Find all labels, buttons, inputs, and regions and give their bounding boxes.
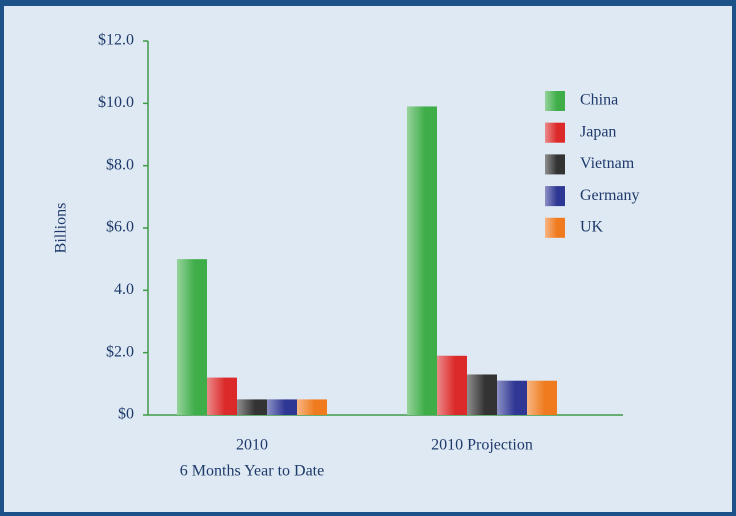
y-tick-label: $6.0 (106, 219, 134, 236)
y-tick-label: $10.0 (98, 94, 134, 111)
bar-shine (407, 106, 437, 415)
background (4, 6, 732, 512)
bar-group (177, 259, 207, 415)
bar-shine (497, 380, 527, 415)
bar-group (497, 380, 527, 415)
bar-shine (437, 355, 467, 415)
legend-swatch-shine (545, 91, 565, 111)
y-tick-label: $0 (118, 406, 134, 423)
bar-shine (467, 374, 497, 415)
y-tick-label: $8.0 (106, 156, 134, 173)
legend-swatch-shine (545, 154, 565, 175)
bar-group (207, 377, 237, 415)
bar-group (437, 355, 467, 415)
bar-group (467, 374, 497, 415)
legend-label: UK (580, 218, 604, 235)
legend-swatch-shine (545, 186, 565, 207)
legend-label: Germany (580, 187, 640, 204)
y-axis-label: Billions (53, 203, 70, 254)
bar-shine (177, 259, 207, 415)
legend-label: Japan (580, 123, 616, 140)
bar-group (237, 399, 267, 415)
bar-group (297, 399, 327, 415)
bar-group (267, 399, 297, 415)
bar-group (527, 380, 557, 415)
bar-shine (297, 399, 327, 415)
legend-label: Vietnam (580, 155, 635, 172)
bar-shine (527, 380, 557, 415)
legend-swatch-shine (545, 217, 565, 238)
legend-label: China (580, 92, 618, 109)
bar-shine (267, 399, 297, 415)
bar-shine (207, 377, 237, 415)
bar-group (407, 106, 437, 415)
x-tick-label: 2010 (236, 437, 268, 454)
bar-shine (237, 399, 267, 415)
x-tick-label: 2010 Projection (431, 437, 533, 454)
y-tick-label: $2.0 (106, 343, 134, 360)
x-tick-label: 6 Months Year to Date (180, 463, 324, 480)
legend-swatch-shine (545, 122, 565, 143)
y-tick-label: 4.0 (114, 281, 134, 298)
y-tick-label: $12.0 (98, 32, 134, 49)
